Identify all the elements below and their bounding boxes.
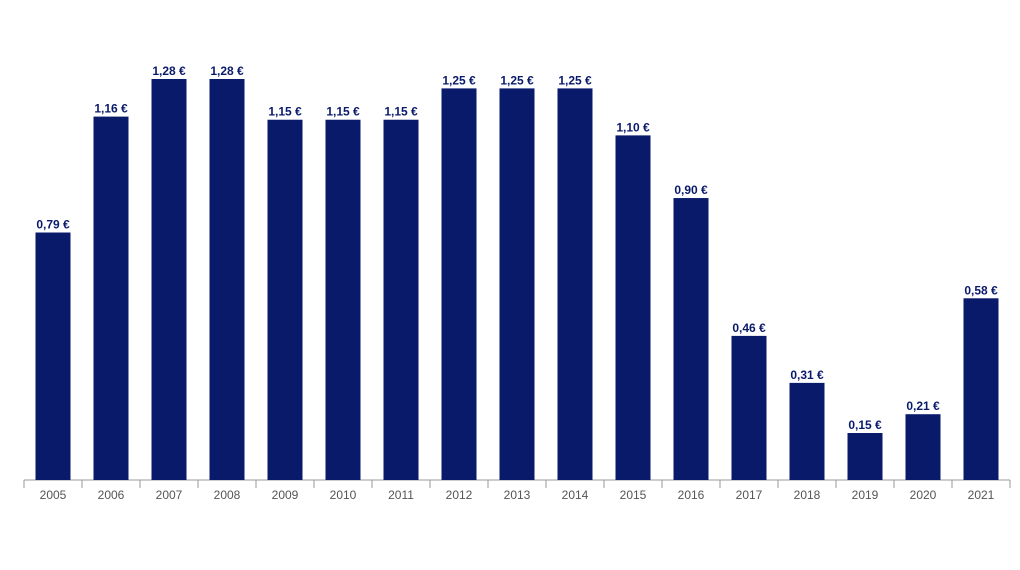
data-label-2019: 0,15 € [848, 418, 882, 432]
bar-2019 [847, 433, 883, 480]
bar-2018 [789, 382, 825, 480]
x-tick-label-2006: 2006 [98, 488, 125, 502]
data-label-2018: 0,31 € [790, 368, 824, 382]
x-axis-ticks [23, 480, 1011, 488]
bar-2017 [731, 335, 767, 480]
bar-2005 [35, 232, 71, 480]
data-label-2013: 1,25 € [500, 73, 534, 87]
x-tick-label-2005: 2005 [40, 488, 67, 502]
x-tick-label-2021: 2021 [968, 488, 995, 502]
data-label-2017: 0,46 € [732, 321, 766, 335]
data-label-2010: 1,15 € [326, 105, 360, 119]
data-label-2016: 0,90 € [674, 183, 708, 197]
x-tick-label-2013: 2013 [504, 488, 531, 502]
bar-2009 [267, 119, 303, 480]
bar-2012 [441, 88, 477, 480]
data-label-2014: 1,25 € [558, 73, 592, 87]
bar-2020 [905, 414, 941, 480]
bars-group [35, 79, 999, 480]
bar-2008 [209, 79, 245, 480]
x-tick-labels-group: 2005 2006 2007 2008 2009 2010 2011 2012 2013 2014… [40, 488, 995, 502]
x-tick-label-2007: 2007 [156, 488, 183, 502]
data-label-2009: 1,15 € [268, 105, 302, 119]
bar-2015 [615, 135, 651, 480]
x-tick-label-2014: 2014 [562, 488, 589, 502]
data-label-2015: 1,10 € [616, 120, 650, 134]
x-tick-label-2016: 2016 [678, 488, 705, 502]
bar-2006 [93, 116, 129, 480]
data-label-2021: 0,58 € [964, 283, 998, 297]
data-label-2020: 0,21 € [906, 399, 940, 413]
data-label-2008: 1,28 € [210, 64, 244, 78]
x-tick-label-2020: 2020 [910, 488, 937, 502]
bar-2013 [499, 88, 535, 480]
x-tick-label-2009: 2009 [272, 488, 299, 502]
bar-2011 [383, 119, 419, 480]
x-tick-label-2010: 2010 [330, 488, 357, 502]
x-tick-label-2008: 2008 [214, 488, 241, 502]
x-tick-label-2017: 2017 [736, 488, 763, 502]
bar-2007 [151, 79, 187, 480]
data-labels-group: 0,79 € 1,16 € 1,28 € 1,28 € 1,15 € 1,15 € 1,15… [36, 64, 998, 432]
bar-2014 [557, 88, 593, 480]
bar-2016 [673, 198, 709, 480]
bar-2010 [325, 119, 361, 480]
x-tick-label-2018: 2018 [794, 488, 821, 502]
bar-2021 [963, 298, 999, 480]
x-tick-label-2019: 2019 [852, 488, 879, 502]
data-label-2006: 1,16 € [94, 102, 128, 116]
data-label-2012: 1,25 € [442, 73, 476, 87]
data-label-2005: 0,79 € [36, 218, 70, 232]
x-tick-label-2012: 2012 [446, 488, 473, 502]
x-tick-label-2011: 2011 [388, 488, 414, 502]
x-tick-label-2015: 2015 [620, 488, 647, 502]
data-label-2011: 1,15 € [384, 105, 418, 119]
data-label-2007: 1,28 € [152, 64, 186, 78]
